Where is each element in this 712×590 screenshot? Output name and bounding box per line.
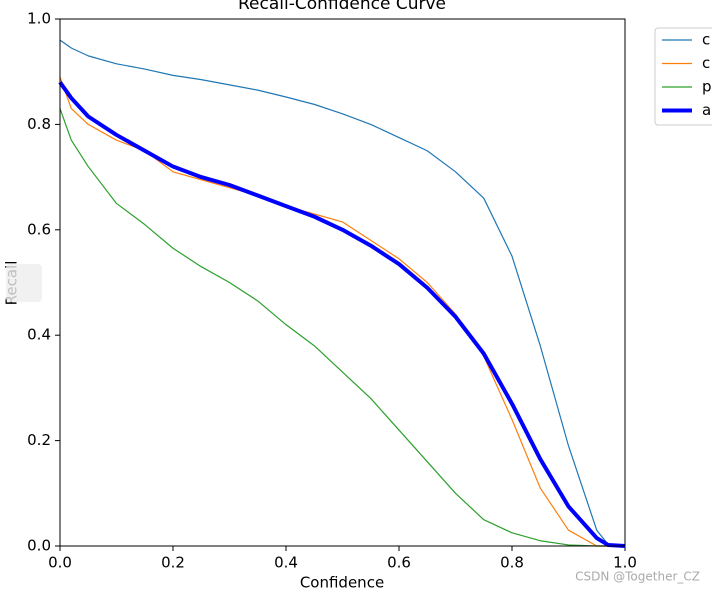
line-series (58, 81, 626, 548)
x-tick-label: 1.0 (613, 554, 637, 572)
x-axis-label: Confidence (300, 574, 384, 590)
x-tick-label: 0.2 (161, 554, 185, 572)
y-tick-label: 0.0 (27, 537, 51, 555)
watermark: CSDN @Together_CZ (575, 570, 700, 584)
x-tick-label: 0.6 (387, 554, 411, 572)
legend-label: a (702, 101, 711, 119)
legend-label: p (702, 78, 712, 96)
chart-title: Recall-Confidence Curve (238, 0, 446, 14)
plot-frame (59, 18, 626, 547)
x-tick-label: 0.8 (500, 554, 524, 572)
line-series (59, 108, 625, 547)
line-series (59, 39, 626, 547)
y-tick-label: 0.4 (27, 326, 51, 344)
legend-label: c (702, 54, 710, 72)
x-tick-label: 0.4 (274, 554, 298, 572)
y-tick-label: 0.2 (27, 431, 51, 449)
x-tick-label: 0.0 (48, 554, 72, 572)
legend-box (654, 27, 712, 126)
y-tick-label: 0.8 (27, 115, 51, 133)
legend-label: c (702, 31, 710, 49)
y-tick-label: 0.6 (27, 220, 51, 238)
y-tick-label: 1.0 (27, 10, 51, 28)
side-button[interactable] (6, 264, 42, 302)
